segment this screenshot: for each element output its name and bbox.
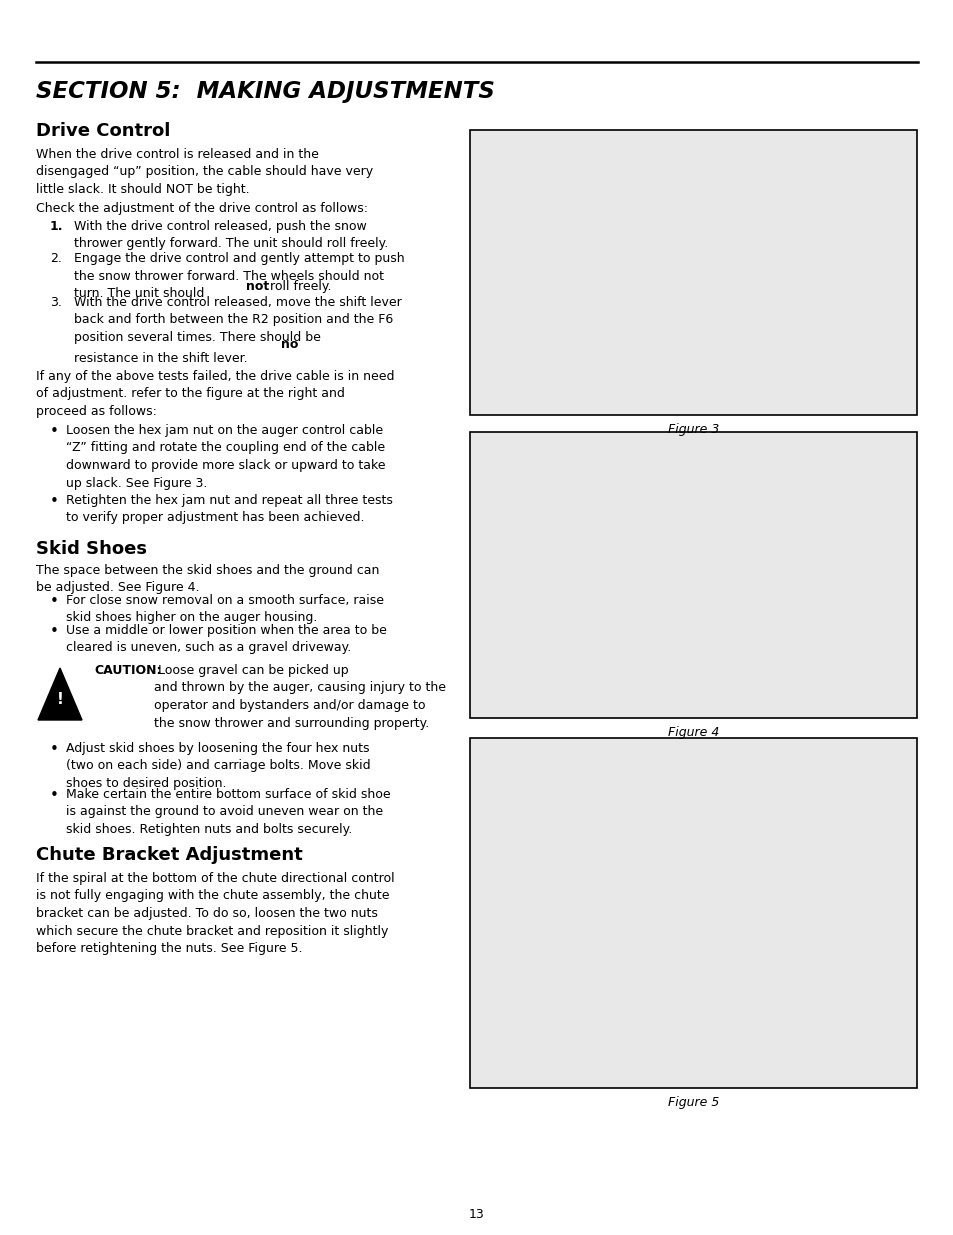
Text: With the drive control released, push the snow
thrower gently forward. The unit : With the drive control released, push th… (74, 220, 388, 251)
Text: !: ! (56, 693, 63, 708)
Text: •: • (50, 742, 59, 757)
Bar (470, 432, 916, 718)
Text: 13: 13 (469, 1208, 484, 1221)
Text: Check the adjustment of the drive control as follows:: Check the adjustment of the drive contro… (36, 203, 368, 215)
Text: Figure 3: Figure 3 (667, 424, 719, 436)
Text: The space between the skid shoes and the ground can
be adjusted. See Figure 4.: The space between the skid shoes and the… (36, 564, 379, 594)
Text: Figure 5: Figure 5 (667, 1095, 719, 1109)
Text: •: • (50, 788, 59, 803)
Text: When the drive control is released and in the
disengaged “up” position, the cabl: When the drive control is released and i… (36, 148, 373, 196)
Text: •: • (50, 424, 59, 438)
Text: Loosen the hex jam nut on the auger control cable
“Z” fitting and rotate the cou: Loosen the hex jam nut on the auger cont… (66, 424, 385, 489)
Text: Adjust skid shoes by loosening the four hex nuts
(two on each side) and carriage: Adjust skid shoes by loosening the four … (66, 742, 370, 790)
Text: 2.: 2. (50, 252, 62, 266)
Text: If any of the above tests failed, the drive cable is in need
of adjustment. refe: If any of the above tests failed, the dr… (36, 370, 395, 417)
Text: •: • (50, 594, 59, 609)
Text: With the drive control released, move the shift lever
back and forth between the: With the drive control released, move th… (74, 296, 401, 345)
Polygon shape (38, 668, 82, 720)
Text: CAUTION:: CAUTION: (94, 664, 161, 677)
Text: Loose gravel can be picked up
and thrown by the auger, causing injury to the
ope: Loose gravel can be picked up and thrown… (153, 664, 446, 730)
Text: For close snow removal on a smooth surface, raise
skid shoes higher on the auger: For close snow removal on a smooth surfa… (66, 594, 384, 625)
Text: Engage the drive control and gently attempt to push
the snow thrower forward. Th: Engage the drive control and gently atte… (74, 252, 404, 300)
Text: •: • (50, 494, 59, 509)
Text: If the spiral at the bottom of the chute directional control
is not fully engagi: If the spiral at the bottom of the chute… (36, 872, 395, 955)
Text: Drive Control: Drive Control (36, 122, 171, 140)
Bar (470, 739, 916, 1088)
Text: resistance in the shift lever.: resistance in the shift lever. (74, 352, 248, 366)
Text: Figure 4: Figure 4 (667, 726, 719, 739)
Text: Use a middle or lower position when the area to be
cleared is uneven, such as a : Use a middle or lower position when the … (66, 624, 387, 655)
Text: Skid Shoes: Skid Shoes (36, 540, 147, 558)
Text: Retighten the hex jam nut and repeat all three tests
to verify proper adjustment: Retighten the hex jam nut and repeat all… (66, 494, 393, 525)
Text: 3.: 3. (50, 296, 62, 309)
Text: no: no (281, 338, 298, 351)
Text: roll freely.: roll freely. (266, 280, 331, 293)
Text: not: not (246, 280, 269, 293)
Text: •: • (50, 624, 59, 638)
Bar (470, 130, 916, 415)
Text: Chute Bracket Adjustment: Chute Bracket Adjustment (36, 846, 302, 864)
Text: 1.: 1. (50, 220, 64, 233)
Text: Make certain the entire bottom surface of skid shoe
is against the ground to avo: Make certain the entire bottom surface o… (66, 788, 390, 836)
Text: SECTION 5:  MAKING ADJUSTMENTS: SECTION 5: MAKING ADJUSTMENTS (36, 80, 495, 103)
